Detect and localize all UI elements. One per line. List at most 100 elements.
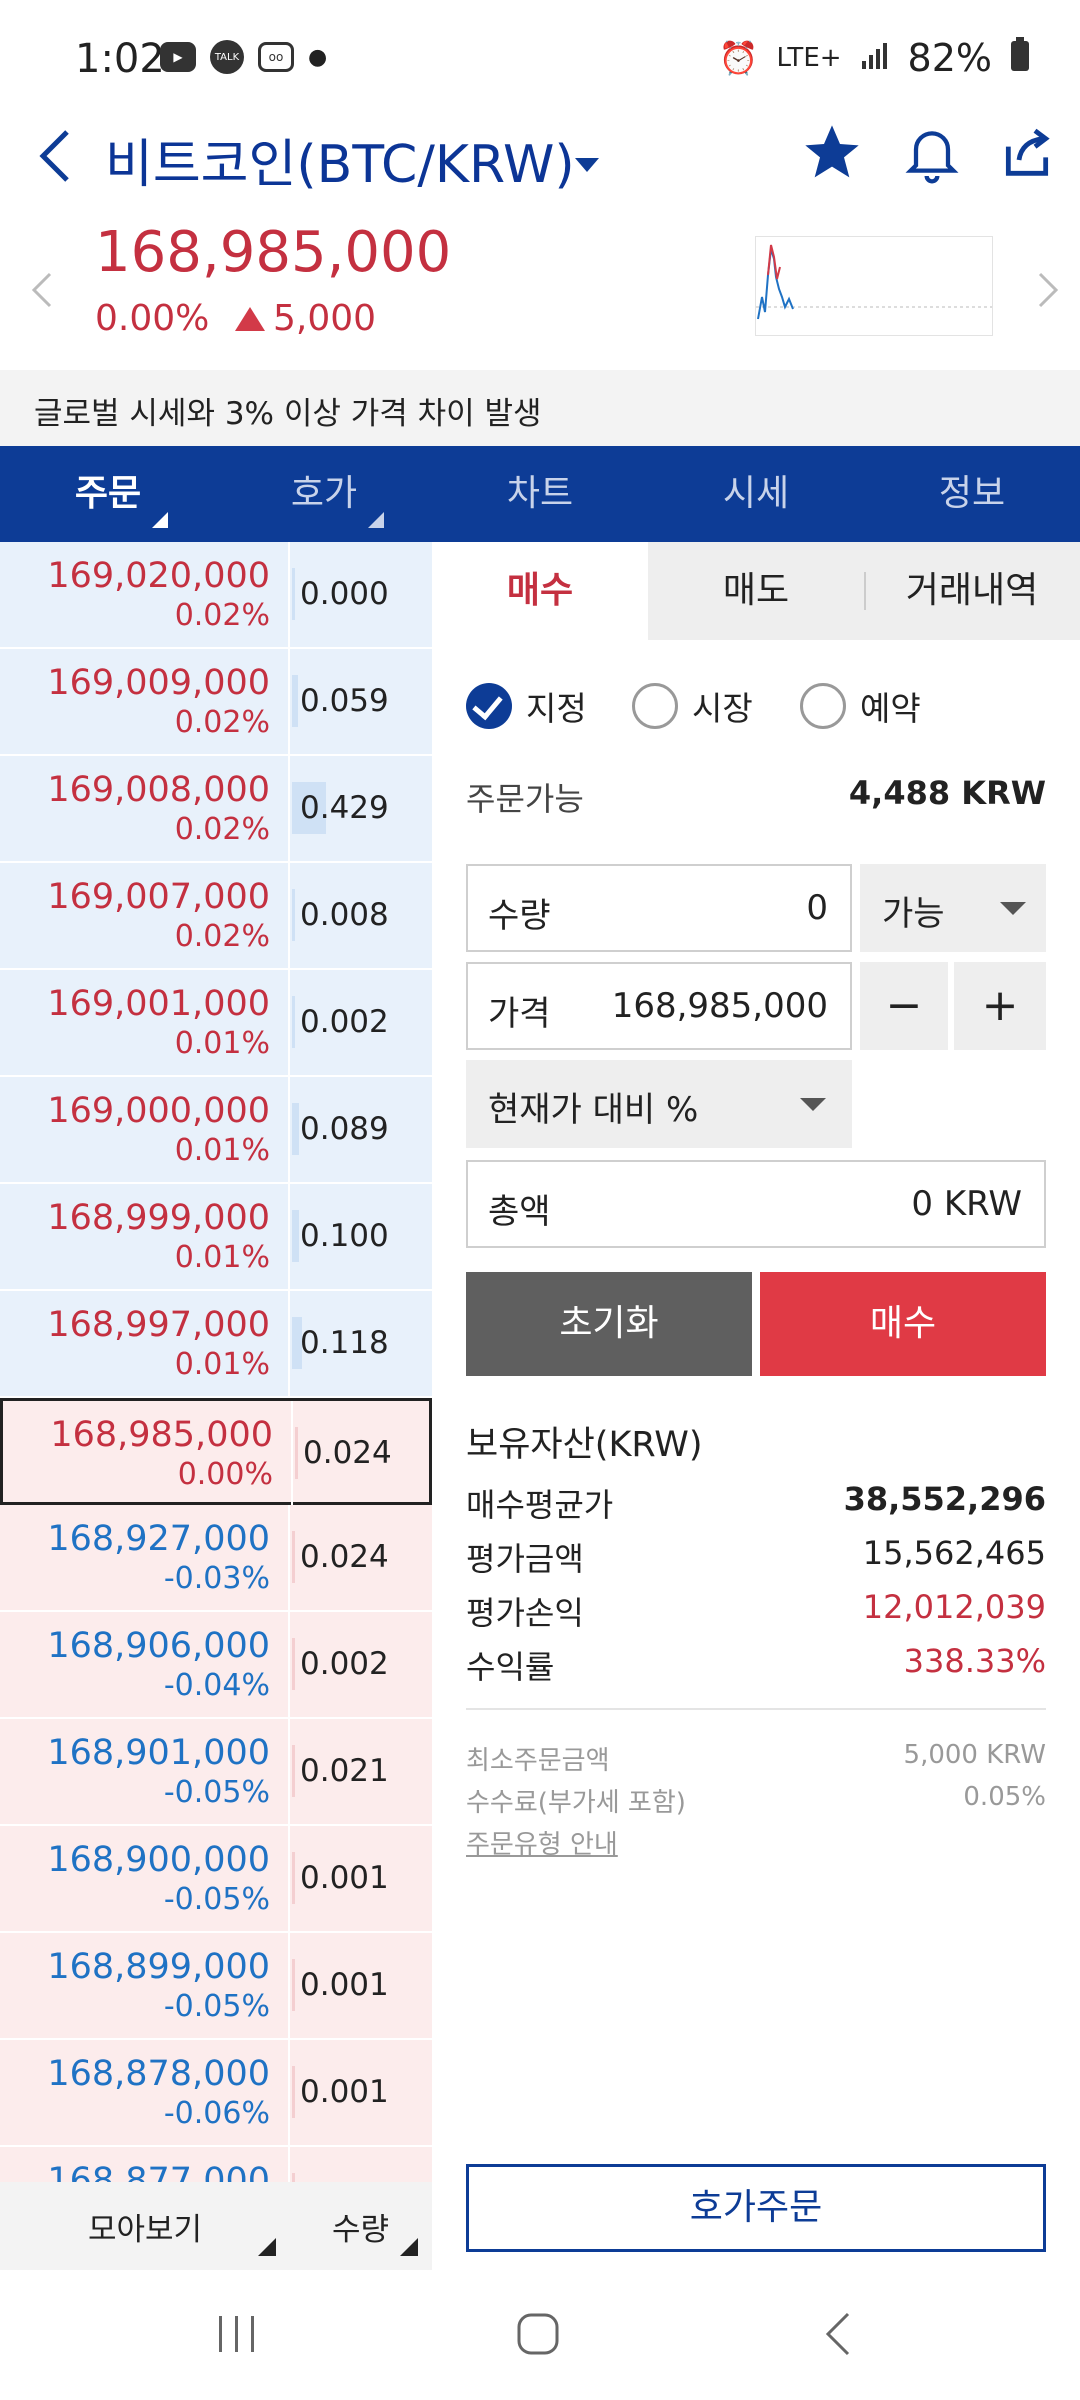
min-order-label: 최소주문금액 bbox=[466, 1746, 610, 1776]
quantity-cell[interactable]: 0.021 bbox=[288, 1719, 432, 1824]
price-cell[interactable]: 168,899,000 -0.05% bbox=[0, 1933, 288, 2038]
reset-button[interactable]: 초기화 bbox=[466, 1272, 752, 1376]
quantity-cell[interactable]: 0.429 bbox=[288, 756, 432, 861]
order-type-reserve[interactable]: 예약 bbox=[800, 682, 921, 730]
row-price: 168,877,000 bbox=[47, 2161, 270, 2182]
quantity-cell[interactable]: 0.089 bbox=[288, 1077, 432, 1182]
ask-row[interactable]: 169,020,000 0.02% 0.000 bbox=[0, 542, 432, 649]
bid-row[interactable]: 168,901,000 -0.05% 0.021 bbox=[0, 1719, 432, 1826]
quantity-cell[interactable]: 0.000 bbox=[288, 542, 432, 647]
price-gap-notice: 글로벌 시세와 3% 이상 가격 차이 발생 bbox=[0, 370, 1080, 446]
price-cell[interactable]: 169,000,000 0.01% bbox=[0, 1077, 288, 1182]
back-button[interactable] bbox=[35, 124, 95, 204]
price-cell[interactable]: 169,009,000 0.02% bbox=[0, 649, 288, 754]
bid-row[interactable]: 168,899,000 -0.05% 0.001 bbox=[0, 1933, 432, 2040]
holding-value: 12,012,039 bbox=[862, 1588, 1046, 1626]
row-percent: -0.06% bbox=[163, 2096, 270, 2131]
tab-hoga[interactable]: 호가 bbox=[216, 446, 432, 542]
quantity-cell[interactable]: 0.059 bbox=[288, 649, 432, 754]
recent-apps-icon[interactable] bbox=[215, 2314, 259, 2358]
row-price: 168,906,000 bbox=[47, 1626, 270, 1666]
ask-row[interactable]: 169,009,000 0.02% 0.059 bbox=[0, 649, 432, 756]
price-cell[interactable]: 169,007,000 0.02% bbox=[0, 863, 288, 968]
quantity-mode-dropdown[interactable]: 가능 bbox=[860, 864, 1046, 952]
bid-row[interactable]: 168,877,000 bbox=[0, 2147, 432, 2182]
subtab-history[interactable]: 거래내역 bbox=[864, 542, 1080, 640]
order-type-guide-link[interactable]: 주문유형 안내 bbox=[466, 1830, 618, 1860]
price-cell[interactable]: 169,020,000 0.02% bbox=[0, 542, 288, 647]
row-quantity: 0.002 bbox=[300, 1004, 389, 1040]
price-minus-button[interactable]: − bbox=[860, 962, 948, 1050]
star-icon[interactable] bbox=[800, 120, 876, 196]
holding-label: 평가금액 bbox=[466, 1540, 584, 1578]
quantity-cell[interactable]: 0.001 bbox=[288, 2040, 432, 2145]
price-cell[interactable]: 168,901,000 -0.05% bbox=[0, 1719, 288, 1824]
back-nav-icon[interactable] bbox=[822, 2310, 852, 2362]
corner-indicator-icon bbox=[152, 512, 168, 528]
ask-row[interactable]: 169,001,000 0.01% 0.002 bbox=[0, 970, 432, 1077]
share-icon[interactable] bbox=[995, 120, 1071, 196]
quantity-cell[interactable]: 0.002 bbox=[288, 970, 432, 1075]
home-icon[interactable] bbox=[516, 2312, 560, 2360]
coin-title[interactable]: 비트코인(BTC/KRW) bbox=[105, 135, 575, 195]
quantity-bar bbox=[292, 1210, 299, 1262]
row-price: 169,007,000 bbox=[47, 877, 270, 917]
price-cell[interactable]: 169,008,000 0.02% bbox=[0, 756, 288, 861]
price-cell[interactable]: 168,999,000 0.01% bbox=[0, 1184, 288, 1289]
quantity-cell[interactable]: 0.001 bbox=[288, 1933, 432, 2038]
quantity-cell[interactable]: 0.002 bbox=[288, 1612, 432, 1717]
battery-icon bbox=[1010, 36, 1030, 80]
ask-row[interactable]: 168,997,000 0.01% 0.118 bbox=[0, 1291, 432, 1398]
bid-row[interactable]: 168,900,000 -0.05% 0.001 bbox=[0, 1826, 432, 1933]
qty-view-button[interactable]: 수량 bbox=[332, 2212, 390, 2248]
tab-info[interactable]: 정보 bbox=[864, 446, 1080, 542]
price-cell[interactable]: 168,927,000 -0.03% bbox=[0, 1505, 288, 1610]
more-notifications-icon: ● bbox=[308, 44, 328, 70]
ask-row[interactable]: 168,999,000 0.01% 0.100 bbox=[0, 1184, 432, 1291]
price-cell[interactable]: 168,900,000 -0.05% bbox=[0, 1826, 288, 1931]
group-view-button[interactable]: 모아보기 bbox=[88, 2212, 203, 2248]
quantity-cell[interactable]: 0.024 bbox=[288, 1505, 432, 1610]
quantity-cell[interactable]: 0.118 bbox=[288, 1291, 432, 1396]
tab-chart[interactable]: 차트 bbox=[432, 446, 648, 542]
subtab-buy[interactable]: 매수 bbox=[432, 542, 648, 640]
chevron-down-icon[interactable] bbox=[575, 158, 599, 178]
price-cell[interactable]: 169,001,000 0.01% bbox=[0, 970, 288, 1075]
bid-row[interactable]: 168,906,000 -0.04% 0.002 bbox=[0, 1612, 432, 1719]
tab-order[interactable]: 주문 bbox=[0, 446, 216, 542]
bid-row[interactable]: 168,927,000 -0.03% 0.024 bbox=[0, 1505, 432, 1612]
ask-row[interactable]: 169,008,000 0.02% 0.429 bbox=[0, 756, 432, 863]
prev-coin-icon[interactable] bbox=[30, 270, 54, 314]
price-input[interactable]: 가격 168,985,000 bbox=[466, 962, 852, 1050]
quantity-cell[interactable]: 0.001 bbox=[288, 1826, 432, 1931]
subtab-sell[interactable]: 매도 bbox=[648, 542, 864, 640]
hoga-order-button[interactable]: 호가주문 bbox=[466, 2164, 1046, 2252]
ask-row[interactable]: 169,007,000 0.02% 0.008 bbox=[0, 863, 432, 970]
bid-row[interactable]: 168,878,000 -0.06% 0.001 bbox=[0, 2040, 432, 2147]
buy-button[interactable]: 매수 bbox=[760, 1272, 1046, 1376]
corner-indicator-icon bbox=[368, 512, 384, 528]
holding-label: 평가손익 bbox=[466, 1594, 584, 1632]
order-type-limit[interactable]: 지정 bbox=[466, 682, 587, 730]
price-plus-button[interactable]: + bbox=[954, 962, 1046, 1050]
mini-chart[interactable] bbox=[755, 236, 993, 336]
next-coin-icon[interactable] bbox=[1036, 270, 1060, 314]
quantity-cell[interactable]: 0.100 bbox=[288, 1184, 432, 1289]
price-cell[interactable]: 168,877,000 bbox=[0, 2147, 288, 2182]
price-cell[interactable]: 168,985,000 0.00% bbox=[3, 1401, 291, 1506]
current-price-row[interactable]: 168,985,000 0.00% 0.024 bbox=[0, 1398, 432, 1506]
tab-market[interactable]: 시세 bbox=[648, 446, 864, 542]
price-cell[interactable]: 168,997,000 0.01% bbox=[0, 1291, 288, 1396]
quantity-cell[interactable]: 0.024 bbox=[291, 1401, 432, 1506]
row-price: 168,899,000 bbox=[47, 1947, 270, 1987]
ask-row[interactable]: 169,000,000 0.01% 0.089 bbox=[0, 1077, 432, 1184]
total-input[interactable]: 총액 0 KRW bbox=[466, 1160, 1046, 1248]
quantity-cell[interactable]: 0.008 bbox=[288, 863, 432, 968]
percent-dropdown[interactable]: 현재가 대비 % bbox=[466, 1060, 852, 1148]
price-cell[interactable]: 168,878,000 -0.06% bbox=[0, 2040, 288, 2145]
bell-icon[interactable] bbox=[900, 120, 976, 196]
order-type-market[interactable]: 시장 bbox=[632, 682, 753, 730]
price-cell[interactable]: 168,906,000 -0.04% bbox=[0, 1612, 288, 1717]
quantity-input[interactable]: 수량 0 bbox=[466, 864, 852, 952]
quantity-cell[interactable] bbox=[288, 2147, 432, 2182]
